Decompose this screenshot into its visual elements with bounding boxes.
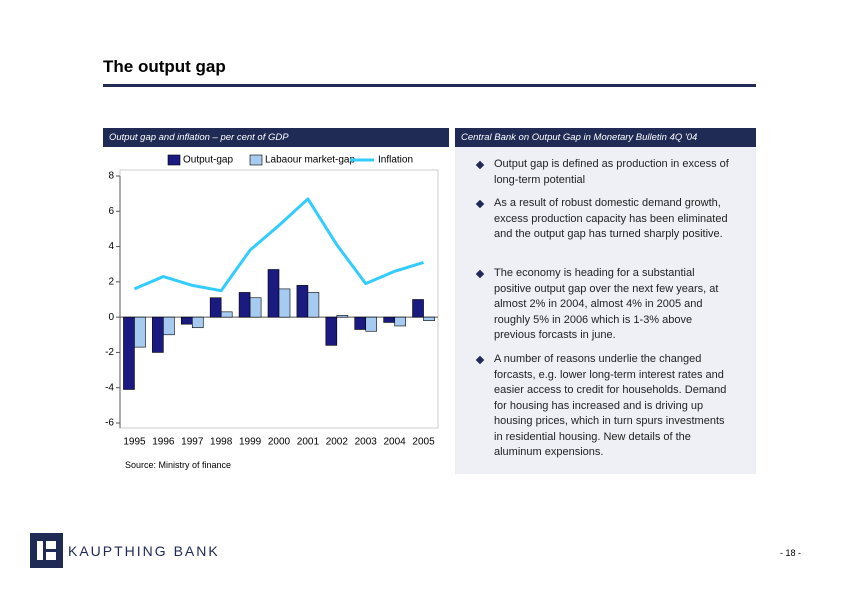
- source: Source: Ministry of finance: [125, 460, 232, 470]
- legend-label: Labaour market-gap: [265, 155, 355, 166]
- y-tick-label: 0: [108, 312, 114, 323]
- y-tick-label: -2: [105, 347, 114, 358]
- bar: [180, 316, 193, 325]
- bar: [354, 316, 367, 330]
- legend-label: Output-gap: [183, 155, 233, 166]
- x-tick-label: 1996: [152, 437, 175, 448]
- bullet-text: A number of reasons underlie the changed…: [494, 353, 727, 458]
- page-number: - 18 -: [780, 548, 802, 558]
- bar: [412, 299, 424, 318]
- bar: [267, 269, 280, 318]
- bar: [220, 311, 233, 318]
- line: [133, 197, 424, 293]
- bar: [336, 315, 349, 318]
- bullet-text: Output gap is defined as production in e…: [494, 158, 729, 186]
- bar: [325, 316, 338, 346]
- legend-swatch: [249, 154, 263, 166]
- right-header: Central Bank on Output Gap in Monetary B…: [455, 128, 756, 147]
- bar: [278, 288, 291, 318]
- bar: [123, 316, 135, 390]
- bar: [238, 292, 251, 318]
- bar: [249, 297, 262, 318]
- logo-text: KAUPTHING BANK: [68, 543, 220, 559]
- logo: [30, 533, 63, 568]
- bar: [152, 316, 164, 353]
- x-tick-label: 2000: [268, 437, 291, 448]
- x-tick-label: 1995: [123, 437, 146, 448]
- y-tick-label: 6: [108, 206, 114, 217]
- bar: [209, 297, 222, 318]
- x-tick-label: 1999: [239, 437, 262, 448]
- y-tick-label: 4: [108, 241, 114, 252]
- y-tick-label: -4: [105, 382, 114, 393]
- y-tick-label: 2: [108, 276, 114, 287]
- left-header: Output gap and inflation – per cent of G…: [103, 128, 449, 147]
- x-tick-label: 1998: [210, 437, 233, 448]
- bullet-text: The economy is heading for a substantial…: [494, 267, 719, 341]
- bar: [423, 316, 435, 321]
- bar: [307, 292, 320, 318]
- x-tick-label: 2004: [384, 437, 407, 448]
- legend-label: Inflation: [378, 155, 413, 166]
- x-tick-label: 2001: [297, 437, 320, 448]
- bar: [191, 316, 204, 329]
- bar: [383, 316, 395, 323]
- y-tick-label: -6: [105, 418, 114, 429]
- text-panel: Output gap is defined as production in e…: [455, 147, 756, 474]
- y-tick-label: 8: [108, 171, 114, 182]
- bar: [163, 316, 175, 336]
- bullet-text: As a result of robust domestic demand gr…: [494, 197, 728, 240]
- title-rule: [103, 84, 756, 87]
- bar: [394, 316, 406, 327]
- bar: [296, 285, 309, 318]
- x-tick-label: 2002: [326, 437, 349, 448]
- x-tick-label: 2005: [412, 437, 435, 448]
- slide-title: The output gap: [103, 57, 226, 76]
- x-tick-label: 1997: [181, 437, 204, 448]
- x-tick-label: 2003: [355, 437, 378, 448]
- bar: [365, 316, 378, 332]
- legend-swatch: [167, 154, 181, 166]
- bar: [134, 316, 146, 348]
